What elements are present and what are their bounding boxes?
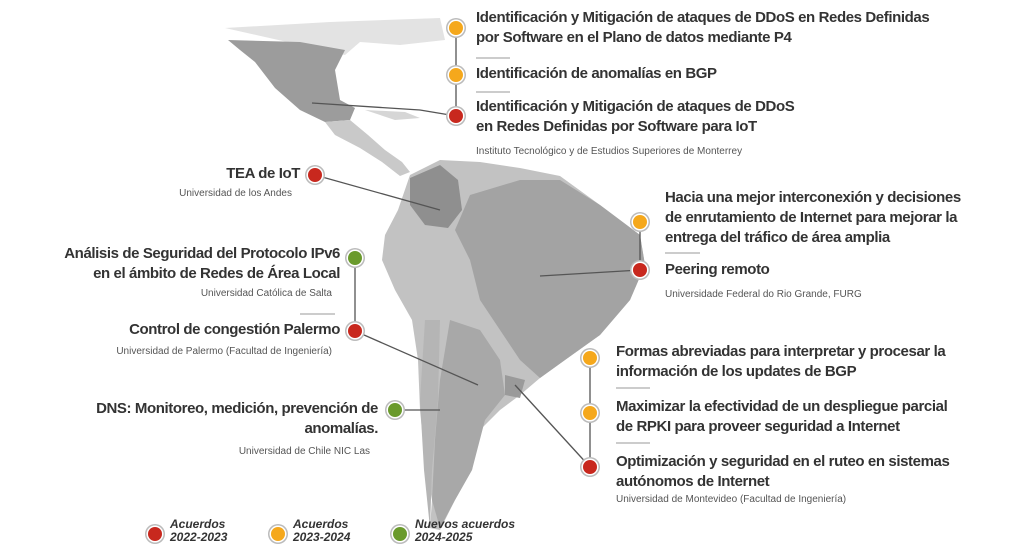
dot-ring — [449, 68, 463, 82]
legend-text: Acuerdos — [293, 517, 349, 531]
dot-ring — [633, 263, 647, 277]
title-line: Optimización y seguridad en el ruteo en … — [616, 453, 950, 470]
title-line: en el ámbito de Redes de Área Local — [93, 265, 340, 282]
central-america — [325, 120, 410, 176]
mexico — [228, 40, 355, 122]
project-title: Hacia una mejor interconexión y decision… — [665, 188, 961, 248]
title-line: en Redes Definidas por Software para IoT — [476, 118, 757, 135]
project-title: TEA de IoT — [226, 164, 300, 184]
legend-text: Acuerdos — [170, 517, 226, 531]
title-line: DNS: Monitoreo, medición, prevención de — [96, 400, 378, 417]
dot-ring — [583, 460, 597, 474]
legend-text: Nuevos acuerdos — [415, 517, 516, 531]
argentina — [432, 320, 505, 528]
status-dot — [345, 248, 365, 268]
project-title: Optimización y seguridad en el ruteo en … — [616, 452, 950, 492]
status-dot — [580, 348, 600, 368]
title-line: Hacia una mejor interconexión y decision… — [665, 189, 961, 206]
legend-label: Acuerdos 2022-2023 — [170, 518, 227, 544]
title-line: Maximizar la efectividad de un despliegu… — [616, 398, 948, 415]
status-dot — [630, 212, 650, 232]
connector — [514, 384, 591, 468]
title-line: TEA de IoT — [226, 165, 300, 182]
institution: Universidad Católica de Salta — [200, 288, 332, 299]
institution: Universidad de Palermo (Facultad de Inge… — [116, 346, 332, 357]
dot-ring — [449, 21, 463, 35]
status-dot — [446, 65, 466, 85]
chile — [420, 320, 440, 528]
title-line: Formas abreviadas para interpretar y pro… — [616, 343, 946, 360]
title-line: Peering remoto — [665, 261, 770, 278]
connector — [354, 330, 479, 386]
legend-dot — [145, 524, 165, 544]
dot-ring — [271, 527, 285, 541]
status-dot — [446, 18, 466, 38]
separators — [300, 57, 700, 444]
connector — [539, 269, 641, 277]
institution: Universidad de los Andes — [179, 188, 292, 199]
title-line: autónomos de Internet — [616, 473, 770, 490]
brazil — [455, 180, 645, 378]
project-title: Análisis de Seguridad del Protocolo IPv6… — [64, 244, 340, 284]
dot-ring — [583, 351, 597, 365]
status-dot — [630, 260, 650, 280]
project-title: Formas abreviadas para interpretar y pro… — [616, 342, 946, 382]
institution: Universidad de Chile NIC Las — [238, 446, 370, 457]
dot-ring — [308, 168, 322, 182]
title-line: Control de congestión Palermo — [129, 321, 340, 338]
title-line: información de los updates de BGP — [616, 363, 857, 380]
connector — [314, 174, 441, 211]
status-dot — [580, 457, 600, 477]
title-line: de RPKI para proveer seguridad a Interne… — [616, 418, 900, 435]
uruguay — [505, 375, 525, 398]
colombia — [410, 165, 462, 228]
dot-ring — [449, 109, 463, 123]
project-title: Peering remoto — [665, 260, 770, 280]
title-line: Identificación de anomalías en BGP — [476, 65, 717, 82]
project-title: Control de congestión Palermo — [129, 320, 340, 340]
title-line: entrega del tráfico de área amplia — [665, 229, 890, 246]
project-title: DNS: Monitoreo, medición, prevención de a… — [96, 399, 378, 439]
institution: Universidad de Montevideo (Facultad de I… — [616, 494, 847, 505]
connectors — [311, 28, 641, 468]
dot-ring — [393, 527, 407, 541]
dot-ring — [348, 251, 362, 265]
dot-ring — [388, 403, 402, 417]
project-title: Identificación y Mitigación de ataques d… — [476, 8, 930, 48]
project-title: Identificación y Mitigación de ataques d… — [476, 97, 795, 137]
status-dot — [345, 321, 365, 341]
north-america — [225, 18, 445, 55]
legend-years: 2024-2025 — [415, 530, 473, 544]
legend-dot — [268, 524, 288, 544]
institution: Universidade Federal do Rio Grande, FURG — [665, 289, 862, 300]
title-line: anomalías. — [304, 420, 378, 437]
title-line: por Software en el Plano de datos median… — [476, 29, 792, 46]
legend-dot — [390, 524, 410, 544]
legend-label: Nuevos acuerdos 2024-2025 — [415, 518, 515, 544]
status-dot — [446, 106, 466, 126]
legend-years: 2023-2024 — [293, 530, 351, 544]
status-dot — [580, 403, 600, 423]
dot-ring — [148, 527, 162, 541]
dot-ring — [583, 406, 597, 420]
institution: Instituto Tecnológico y de Estudios Supe… — [476, 146, 743, 157]
dot-ring — [633, 215, 647, 229]
project-title: Maximizar la efectividad de un despliegu… — [616, 397, 948, 437]
title-line: Análisis de Seguridad del Protocolo IPv6 — [64, 245, 340, 262]
status-dot — [305, 165, 325, 185]
title-line: de enrutamiento de Internet para mejorar… — [665, 209, 958, 226]
legend-label: Acuerdos 2023-2024 — [293, 518, 350, 544]
dot-ring — [348, 324, 362, 338]
project-title: Identificación de anomalías en BGP — [476, 64, 717, 84]
title-line: Identificación y Mitigación de ataques d… — [476, 98, 795, 115]
legend-years: 2022-2023 — [170, 530, 228, 544]
connector — [311, 102, 457, 117]
caribbean — [365, 110, 420, 120]
title-line: Identificación y Mitigación de ataques d… — [476, 9, 930, 26]
status-dot — [385, 400, 405, 420]
